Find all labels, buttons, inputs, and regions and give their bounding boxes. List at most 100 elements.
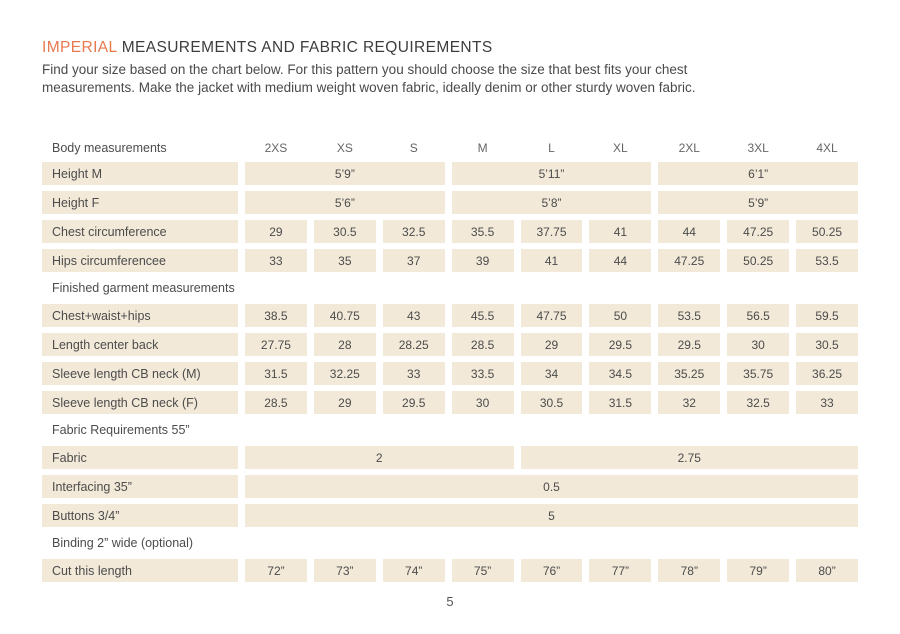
table-cell: 50.25	[727, 249, 790, 272]
table-cell: 35.25	[658, 362, 721, 385]
column-header-body-measurements: Body measurements	[52, 141, 167, 155]
table-cell: 38.5	[245, 304, 307, 327]
table-cell: 47.25	[727, 220, 790, 243]
column-header-size-m: M	[477, 141, 488, 155]
table-cell: 33	[796, 391, 858, 414]
table-cell: 5’9”	[658, 191, 858, 214]
column-header-size-2xs: 2XS	[264, 141, 288, 155]
table-row: Cut this length 72” 73” 74” 75” 76” 77” 78” 79” 8…	[42, 559, 858, 582]
table-cell: 80”	[796, 559, 858, 582]
table-cell: 32	[658, 391, 721, 414]
table-cell: 0.5	[245, 475, 858, 498]
table-cell: 30.5	[313, 220, 376, 243]
table-cell: 44	[589, 249, 652, 272]
table-cell: 32.25	[313, 362, 376, 385]
table-row: Fabric 2 2.75	[42, 446, 858, 469]
intro-line-1: Find your size based on the chart below.…	[42, 62, 688, 77]
table-cell: 27.75	[245, 333, 307, 356]
table-cell: 5’6”	[245, 191, 445, 214]
table-cell: 28.5	[245, 391, 307, 414]
table-row: Interfacing 35” 0.5	[42, 475, 858, 498]
table-cell: 50	[589, 304, 652, 327]
table-cell: 75”	[451, 559, 514, 582]
row-label: Length center back	[42, 333, 238, 356]
table-row: Sleeve length CB neck (M) 31.5 32.25 33 33.5…	[42, 362, 858, 385]
table-cell: 73”	[313, 559, 376, 582]
table-row: Hips circumferencee 33 35 37 39 41 44 47.25 50.2…	[42, 249, 858, 272]
table-cell: 77”	[589, 559, 652, 582]
table-cell: 30.5	[520, 391, 583, 414]
row-label: Sleeve length CB neck (F)	[42, 391, 238, 414]
page-number: 5	[446, 594, 454, 609]
table-cell: 34.5	[589, 362, 652, 385]
table-cell: 79”	[727, 559, 790, 582]
table-cell: 5’11”	[451, 162, 652, 185]
row-label: Height F	[42, 191, 238, 214]
table-cell: 72”	[245, 559, 307, 582]
column-header-size-s: S	[409, 141, 418, 155]
table-cell: 33	[245, 249, 307, 272]
table-row: Buttons 3/4” 5	[42, 504, 858, 527]
row-label: Hips circumferencee	[42, 249, 238, 272]
column-header-size-3xl: 3XL	[747, 141, 769, 155]
table-cell: 5’8”	[451, 191, 652, 214]
table-cell: 35.5	[451, 220, 514, 243]
table-cell: 30	[451, 391, 514, 414]
table-cell: 29	[313, 391, 376, 414]
table-cell: 32.5	[382, 220, 445, 243]
table-cell: 28	[313, 333, 376, 356]
table-cell: 28.25	[382, 333, 445, 356]
intro-paragraph: Find your size based on the chart below.…	[42, 61, 696, 97]
table-cell: 39	[451, 249, 514, 272]
table-cell: 5	[245, 504, 858, 527]
table-cell: 31.5	[245, 362, 307, 385]
table-cell: 56.5	[727, 304, 790, 327]
table-row: Chest circumference 29 30.5 32.5 35.5 37.75 41…	[42, 220, 858, 243]
table-row: Sleeve length CB neck (F) 28.5 29 29.5 30 30.…	[42, 391, 858, 414]
table-row: Height F 5’6” 5’8” 5’9”	[42, 191, 858, 214]
table-cell: 33.5	[451, 362, 514, 385]
intro-line-2: measurements. Make the jacket with mediu…	[42, 80, 696, 95]
row-label: Chest+waist+hips	[42, 304, 238, 327]
section-heading: Binding 2” wide (optional)	[52, 536, 194, 550]
table-cell: 30.5	[796, 333, 858, 356]
table-cell: 36.25	[796, 362, 858, 385]
table-cell: 44	[658, 220, 721, 243]
row-label: Chest circumference	[42, 220, 238, 243]
table-cell: 5’9”	[245, 162, 445, 185]
table-cell: 53.5	[658, 304, 721, 327]
table-cell: 74”	[382, 559, 445, 582]
table-cell: 35	[313, 249, 376, 272]
table-cell: 31.5	[589, 391, 652, 414]
table-cell: 37	[382, 249, 445, 272]
row-label: Height M	[42, 162, 238, 185]
table-row: Length center back 27.75 28 28.25 28.5 29 29.5…	[42, 333, 858, 356]
table-cell: 33	[382, 362, 445, 385]
table-cell: 2.75	[520, 446, 858, 469]
table-cell: 50.25	[796, 220, 858, 243]
row-label: Cut this length	[42, 559, 238, 582]
table-cell: 29.5	[382, 391, 445, 414]
table-cell: 47.75	[520, 304, 583, 327]
table-cell: 37.75	[520, 220, 583, 243]
table-cell: 47.25	[658, 249, 721, 272]
table-cell: 35.75	[727, 362, 790, 385]
row-label: Buttons 3/4”	[42, 504, 238, 527]
section-heading: Fabric Requirements 55”	[52, 423, 190, 437]
table-cell: 78”	[658, 559, 721, 582]
section-heading: Finished garment measurements	[52, 281, 235, 295]
column-header-size-l: L	[548, 141, 555, 155]
column-header-size-4xl: 4XL	[816, 141, 838, 155]
row-label: Fabric	[42, 446, 238, 469]
table-header-row: Body measurements 2XS XS S M L XL 2XL 3XL 4XL	[42, 137, 858, 159]
table-cell: 59.5	[796, 304, 858, 327]
table-cell: 41	[589, 220, 652, 243]
table-cell: 43	[382, 304, 445, 327]
table-cell: 45.5	[451, 304, 514, 327]
row-label: Sleeve length CB neck (M)	[42, 362, 238, 385]
column-header-size-2xl: 2XL	[678, 141, 700, 155]
table-cell: 29.5	[658, 333, 721, 356]
column-header-size-xl: XL	[613, 141, 628, 155]
table-cell: 40.75	[313, 304, 376, 327]
table-cell: 32.5	[727, 391, 790, 414]
